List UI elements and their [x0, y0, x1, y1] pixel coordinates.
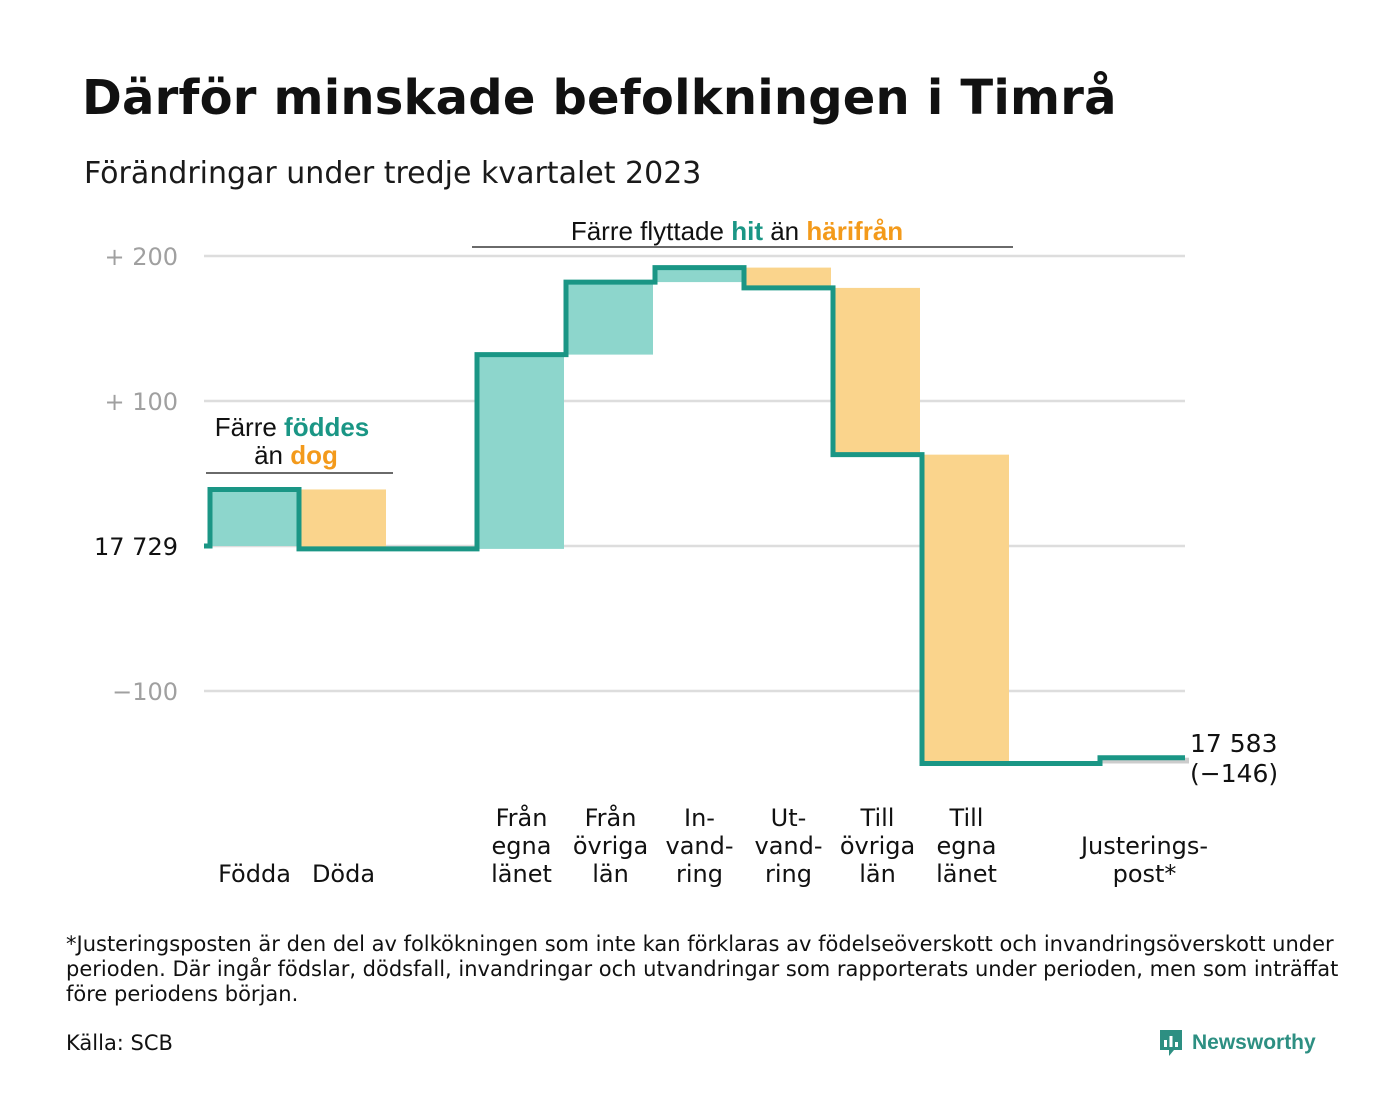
bar	[746, 267, 831, 288]
x-tick-label: Till	[949, 804, 984, 832]
source-label: Källa: SCB	[66, 1031, 173, 1055]
x-tick-label: ring	[765, 860, 812, 888]
x-tick-label: Justerings-	[1079, 832, 1208, 860]
y-tick-label: + 200	[104, 243, 178, 271]
y-tick-label: −100	[112, 678, 178, 706]
y-tick-label: + 100	[104, 388, 178, 416]
end-value-label: 17 583(−146)	[1190, 729, 1278, 788]
bar	[568, 282, 653, 355]
x-tick-label: Från	[496, 803, 548, 832]
bar	[924, 454, 1009, 764]
x-tick-label: vand-	[665, 832, 733, 860]
waterfall-line	[204, 265, 1185, 766]
annotation-part: dog	[290, 440, 338, 470]
x-tick-label: vand-	[754, 832, 822, 860]
bar	[301, 489, 386, 549]
end-value: 17 583	[1190, 729, 1277, 758]
end-change: (−146)	[1190, 759, 1278, 788]
newsworthy-logo-icon	[1160, 1030, 1182, 1056]
y-axis-labels: + 200 + 100 17 729 −100	[94, 243, 178, 706]
x-tick-label: Från	[585, 803, 637, 832]
bar	[835, 287, 920, 455]
annotation-part: än	[254, 440, 290, 470]
x-tick-label: övriga	[573, 832, 648, 860]
x-tick-label: ring	[676, 860, 723, 888]
x-tick-label: post*	[1113, 860, 1177, 888]
x-tick-label: län	[859, 860, 896, 888]
footnote: *Justeringsposten är den del av folkökni…	[66, 932, 1339, 1006]
x-axis-labels: Födda DödaFrånegnalänetFrånövrigalänIn-va…	[218, 803, 1208, 888]
annotation-text: än dog	[254, 440, 338, 470]
annotation-part: härifrån	[806, 216, 903, 246]
x-tick-label: egna	[492, 832, 552, 860]
chart-subtitle: Förändringar under tredje kvartalet 2023	[84, 156, 702, 191]
newsworthy-logo[interactable]: Newsworthy	[1158, 1028, 1316, 1058]
x-tick-label: Ut-	[771, 804, 807, 832]
step-line	[204, 265, 1185, 766]
x-tick-label: länet	[936, 860, 997, 888]
x-tick-label: Döda	[312, 860, 375, 888]
bar	[212, 489, 297, 546]
logo-text: Newsworthy	[1192, 1031, 1316, 1054]
x-tick-label: övriga	[840, 832, 915, 860]
annotation-part: hit	[731, 216, 763, 246]
x-tick-label: länet	[491, 860, 552, 888]
annotation-part: föddes	[284, 412, 369, 442]
annotation-part: Färre	[215, 412, 284, 442]
x-tick-label: Födda	[218, 860, 291, 888]
annotation-part: än	[763, 216, 806, 246]
y-tick-label: 17 729	[94, 533, 178, 561]
bar	[479, 354, 564, 549]
chart-title: Därför minskade befolkningen i Timrå	[82, 70, 1117, 126]
x-tick-label: län	[592, 860, 629, 888]
annotation-text: Färre föddes	[215, 412, 370, 442]
annotation-text: Färre flyttade hit än härifrån	[571, 216, 903, 246]
x-tick-label: egna	[937, 832, 997, 860]
x-tick-label: Till	[860, 804, 895, 832]
bars	[212, 267, 1189, 764]
annotation-part: Färre flyttade	[571, 216, 731, 246]
x-tick-label: In-	[684, 804, 715, 832]
bar	[657, 267, 742, 283]
gridlines	[204, 254, 1185, 693]
bar	[1100, 757, 1189, 764]
